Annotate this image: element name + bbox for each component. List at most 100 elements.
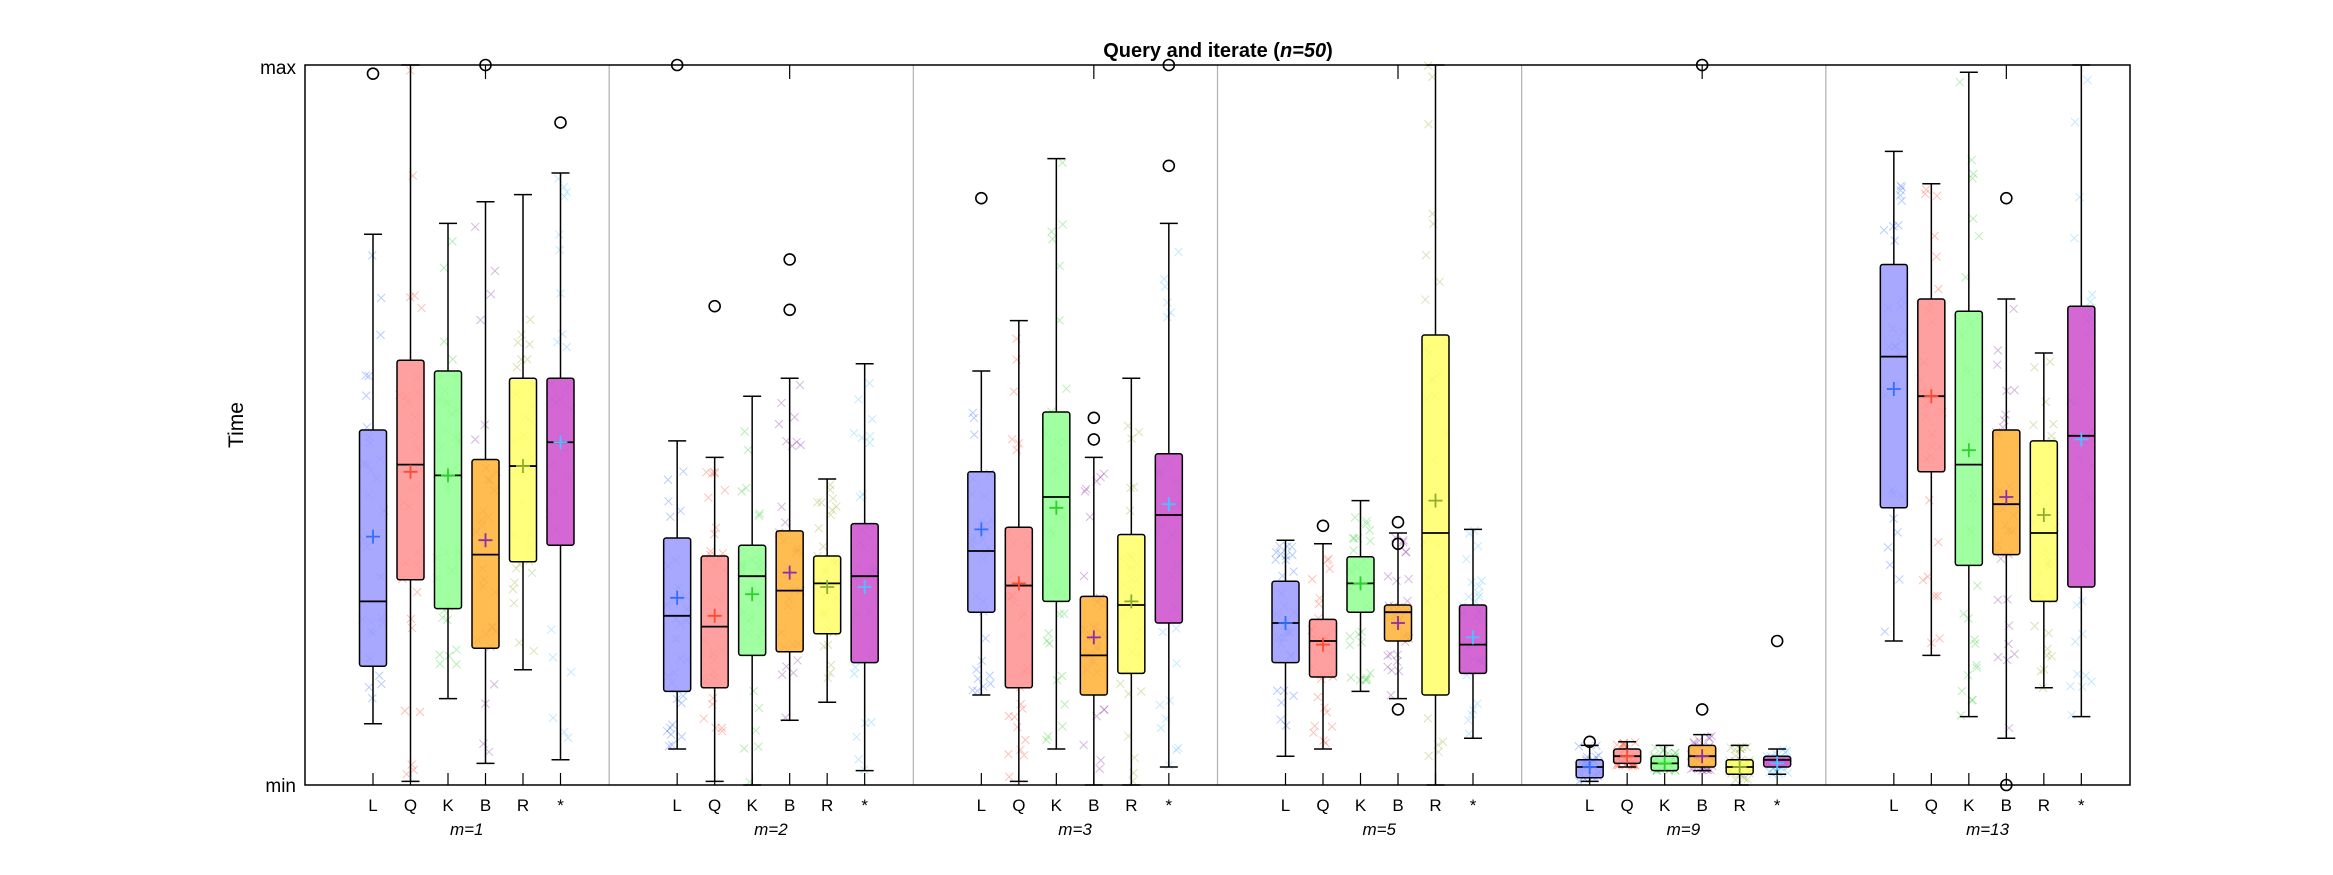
sample-marker bbox=[2070, 637, 2080, 646]
sample-marker bbox=[2081, 671, 2091, 680]
sample-marker bbox=[1079, 740, 1088, 750]
sample-marker bbox=[1474, 588, 1483, 598]
category-label: L bbox=[977, 796, 986, 815]
sample-marker bbox=[2069, 233, 2079, 243]
sample-marker bbox=[1362, 519, 1372, 529]
category-label: K bbox=[746, 796, 758, 815]
sample-marker bbox=[740, 427, 749, 436]
sample-marker bbox=[677, 698, 686, 708]
sample-marker bbox=[1968, 214, 1978, 224]
sample-marker bbox=[1474, 592, 1484, 601]
category-label: * bbox=[1470, 796, 1477, 815]
sample-marker bbox=[1923, 572, 1933, 581]
box-m=9-* bbox=[1762, 634, 1792, 775]
sample-marker bbox=[2067, 710, 2077, 720]
sample-marker bbox=[1365, 525, 1375, 535]
sample-marker bbox=[1313, 692, 1323, 702]
sample-marker bbox=[1993, 595, 2003, 605]
sample-marker bbox=[777, 502, 786, 512]
outlier-point bbox=[554, 116, 567, 129]
box-m=13-Q bbox=[1917, 183, 1946, 657]
sample-marker bbox=[1174, 247, 1183, 257]
sample-marker bbox=[1349, 546, 1358, 555]
sample-marker bbox=[743, 445, 753, 455]
sample-marker bbox=[666, 730, 676, 739]
mean-marker bbox=[2036, 508, 2051, 522]
sample-marker bbox=[968, 685, 977, 695]
sample-marker bbox=[1324, 554, 1333, 564]
mean-marker bbox=[1582, 760, 1597, 774]
sample-marker bbox=[1004, 749, 1013, 759]
sample-marker bbox=[2075, 192, 2084, 202]
sample-marker bbox=[1896, 186, 1906, 195]
sample-marker bbox=[1276, 549, 1286, 559]
sample-marker bbox=[1160, 282, 1170, 291]
sample-marker bbox=[854, 755, 863, 764]
sample-marker bbox=[2047, 651, 2056, 661]
sample-marker bbox=[1271, 555, 1280, 565]
sample-marker bbox=[484, 747, 494, 757]
sample-marker bbox=[1009, 387, 1019, 396]
iqr-box bbox=[1421, 334, 1450, 696]
sample-marker bbox=[361, 371, 371, 380]
sample-marker bbox=[1955, 77, 1965, 87]
box-m=3-B bbox=[1079, 411, 1109, 786]
sample-marker bbox=[1594, 751, 1603, 760]
sample-marker bbox=[1920, 189, 1930, 199]
box-m=9-B bbox=[1687, 58, 1717, 772]
plot-area-frame bbox=[304, 64, 2131, 786]
sample-marker bbox=[704, 493, 713, 503]
box-m=5-* bbox=[1458, 528, 1488, 739]
sample-marker bbox=[1116, 679, 1125, 689]
iqr-box bbox=[1004, 526, 1034, 689]
mean-marker bbox=[366, 529, 380, 544]
sample-marker bbox=[1004, 772, 1014, 782]
sample-marker bbox=[512, 362, 522, 372]
sample-marker bbox=[444, 651, 454, 661]
box-m=5-K bbox=[1346, 499, 1375, 693]
sample-marker bbox=[1365, 668, 1375, 678]
sample-marker bbox=[1932, 252, 1941, 262]
sample-marker bbox=[1972, 660, 1981, 670]
mean-marker bbox=[820, 580, 835, 594]
category-label: B bbox=[784, 796, 795, 815]
sample-marker bbox=[1350, 513, 1360, 522]
sample-marker bbox=[448, 237, 457, 246]
sample-marker bbox=[2030, 621, 2040, 631]
category-label: B bbox=[1392, 796, 1403, 815]
sample-marker bbox=[1044, 629, 1053, 638]
sample-marker bbox=[851, 663, 860, 672]
sample-marker bbox=[2072, 600, 2082, 610]
sample-marker bbox=[510, 578, 520, 587]
category-label: K bbox=[1659, 796, 1671, 815]
sample-marker bbox=[2045, 357, 2055, 367]
box-m=3-L bbox=[967, 191, 996, 696]
box-m=3-R bbox=[1117, 377, 1146, 786]
category-label: K bbox=[442, 796, 454, 815]
box-m=3-* bbox=[1154, 58, 1184, 768]
sample-marker bbox=[438, 613, 447, 622]
iqr-box bbox=[2067, 305, 2096, 588]
sample-marker bbox=[717, 726, 727, 736]
iqr-box bbox=[546, 377, 575, 546]
category-label: B bbox=[1088, 796, 1099, 815]
sample-marker bbox=[1383, 572, 1393, 581]
sample-marker bbox=[1423, 61, 1433, 71]
category-label: K bbox=[1355, 796, 1367, 815]
sample-marker bbox=[1895, 190, 1905, 200]
mean-marker bbox=[857, 580, 872, 594]
sample-marker bbox=[1058, 158, 1067, 168]
outlier-point bbox=[1162, 159, 1176, 173]
sample-marker bbox=[2030, 363, 2039, 372]
sample-marker bbox=[1618, 740, 1628, 750]
mean-marker bbox=[478, 533, 493, 548]
sample-marker bbox=[1309, 728, 1318, 738]
category-label: * bbox=[1774, 796, 1781, 815]
box-m=2-B bbox=[775, 253, 804, 721]
box-m=1-Q bbox=[396, 64, 425, 783]
sample-marker bbox=[1349, 534, 1359, 543]
sample-marker bbox=[1970, 639, 1980, 649]
sample-marker bbox=[1172, 658, 1182, 668]
sample-marker bbox=[1099, 705, 1109, 714]
mean-marker bbox=[1732, 760, 1747, 774]
